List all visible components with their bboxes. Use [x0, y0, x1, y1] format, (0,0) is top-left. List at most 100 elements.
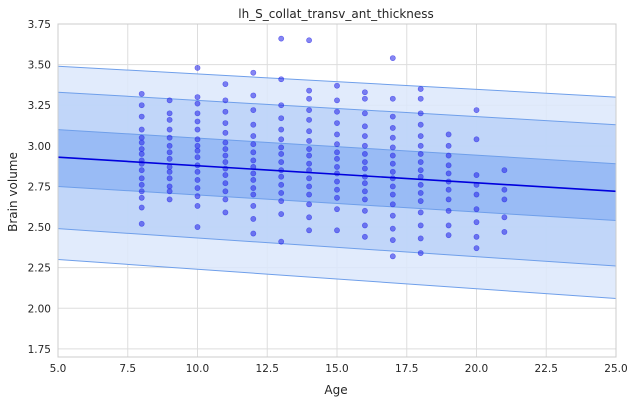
data-point	[250, 177, 257, 183]
data-point	[334, 155, 340, 162]
data-point	[222, 172, 229, 178]
data-point	[389, 95, 396, 102]
data-point	[194, 154, 201, 161]
data-point	[194, 94, 201, 100]
x-axis-ticks: 5.0 7.5 10.0 12.5 15.0 17.5 20.0 22.5 25.0	[50, 363, 628, 375]
data-point	[306, 183, 312, 190]
data-point	[250, 203, 257, 209]
data-point	[417, 167, 424, 174]
data-point	[166, 142, 173, 149]
data-point	[222, 152, 229, 159]
data-point	[389, 152, 396, 159]
data-point	[166, 149, 173, 156]
data-point	[194, 126, 201, 133]
data-point	[501, 186, 508, 193]
data-point	[361, 133, 368, 139]
data-point	[138, 113, 145, 120]
data-point	[138, 126, 145, 133]
data-point	[306, 191, 312, 198]
data-point	[417, 121, 424, 128]
data-point	[194, 147, 201, 154]
data-point	[250, 216, 257, 222]
data-point	[334, 206, 340, 213]
data-point	[473, 245, 480, 252]
data-point	[194, 110, 201, 117]
data-point	[306, 227, 312, 234]
data-point	[194, 100, 201, 107]
data-point	[166, 97, 173, 104]
data-point	[194, 177, 201, 183]
data-point	[222, 81, 229, 88]
band-inner-lower-edge	[57, 185, 617, 222]
data-point	[306, 95, 312, 102]
data-point	[222, 108, 229, 115]
data-point	[334, 194, 340, 201]
data-point	[389, 237, 396, 243]
data-point	[278, 238, 285, 245]
data-point	[250, 92, 257, 99]
data-point	[445, 196, 452, 203]
data-point	[361, 188, 368, 195]
plot-frame	[57, 23, 617, 358]
data-point	[306, 201, 312, 208]
data-point	[334, 131, 340, 138]
data-point	[250, 185, 257, 191]
data-point	[445, 222, 452, 229]
data-point	[166, 116, 173, 123]
data-point	[166, 164, 173, 170]
data-point	[166, 134, 173, 141]
data-point	[222, 188, 229, 195]
data-point	[166, 110, 173, 117]
data-point	[334, 149, 340, 156]
y-tick-label: 3.00	[28, 141, 51, 153]
data-point	[334, 120, 340, 126]
data-point	[194, 136, 201, 143]
x-tick-label: 12.5	[256, 363, 279, 375]
x-tick-label: 20.0	[465, 363, 488, 375]
data-point	[278, 159, 285, 165]
data-point	[250, 157, 257, 164]
data-point	[306, 37, 312, 44]
data-point	[194, 118, 201, 125]
data-point	[306, 160, 312, 167]
data-point	[306, 116, 312, 123]
band-outer-upper-edge	[57, 65, 617, 98]
x-tick-label: 7.5	[119, 363, 136, 375]
data-point	[250, 133, 257, 139]
data-point	[334, 97, 340, 104]
data-point	[306, 128, 312, 135]
x-tick-label: 17.5	[395, 363, 418, 375]
data-point	[222, 209, 229, 216]
data-point	[417, 86, 424, 92]
data-point	[501, 214, 508, 221]
data-point	[278, 198, 285, 204]
data-point	[445, 186, 452, 193]
data-point	[194, 203, 201, 209]
data-point	[361, 222, 368, 229]
data-point	[445, 207, 452, 214]
data-point	[389, 191, 396, 198]
data-point	[278, 136, 285, 143]
x-tick-label: 15.0	[325, 363, 348, 375]
data-point	[501, 167, 508, 174]
data-point	[166, 126, 173, 133]
data-point	[278, 173, 285, 180]
data-point	[445, 170, 452, 177]
data-point	[250, 141, 257, 148]
data-point	[473, 206, 480, 213]
data-point	[445, 152, 452, 159]
data-point	[222, 159, 229, 165]
data-point	[250, 69, 257, 76]
data-point	[417, 209, 424, 216]
data-point	[194, 193, 201, 200]
y-tick-label: 2.00	[28, 303, 51, 315]
data-point	[361, 110, 368, 117]
data-point	[445, 162, 452, 169]
y-tick-label: 3.75	[28, 19, 51, 31]
data-point	[361, 159, 368, 165]
data-point	[361, 151, 368, 157]
data-point	[250, 230, 257, 237]
y-axis-ticks: 1.75 2.00 2.25 2.50 2.75 3.00 3.25 3.50 3.75	[28, 19, 51, 356]
data-point	[138, 146, 145, 152]
